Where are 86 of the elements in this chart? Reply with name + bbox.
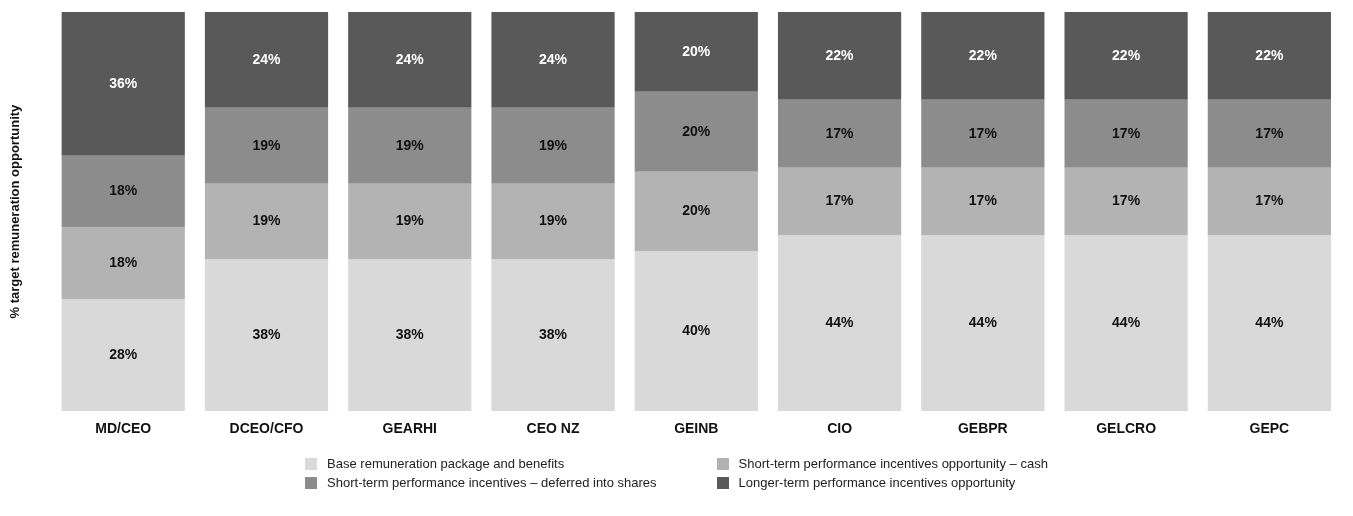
- data-label: 17%: [1112, 124, 1141, 141]
- data-label: 18%: [109, 182, 138, 199]
- data-label: 17%: [1255, 124, 1284, 141]
- bar: [777, 12, 902, 100]
- legend-label: Longer-term performance incentives opportunity: [738, 475, 1016, 490]
- x-tick-label: GELCRO: [1096, 420, 1157, 437]
- x-tick-label: GEARHI: [382, 420, 437, 437]
- bar: [921, 99, 1045, 168]
- legend-label: Short-term performance incentives – deferred into shares: [327, 475, 657, 490]
- bar: [1207, 12, 1331, 100]
- bar: [777, 167, 902, 236]
- bar: [1064, 235, 1188, 412]
- x-tick-label: MD/CEO: [95, 420, 152, 437]
- data-label: 44%: [1255, 314, 1284, 331]
- bar: [348, 107, 472, 184]
- x-tick-label: GEINB: [674, 420, 719, 437]
- data-label: 44%: [825, 314, 855, 331]
- data-label: 17%: [968, 192, 998, 209]
- bar: [491, 259, 615, 412]
- data-label: 22%: [1112, 46, 1141, 63]
- data-label: 17%: [1112, 192, 1141, 209]
- bar: [1207, 99, 1331, 168]
- bar: [491, 183, 615, 260]
- bar: [204, 12, 329, 108]
- bar: [921, 235, 1045, 412]
- bar: [1207, 167, 1331, 236]
- data-label: 19%: [395, 212, 425, 229]
- data-label: 17%: [825, 192, 855, 209]
- data-label: 38%: [539, 326, 568, 343]
- data-label: 24%: [395, 50, 425, 67]
- bar: [634, 12, 758, 92]
- bar: [61, 155, 185, 228]
- bar: [1207, 235, 1331, 412]
- data-label: 20%: [682, 202, 711, 219]
- bar: [61, 227, 185, 300]
- data-label: 22%: [825, 46, 855, 63]
- bar: [348, 183, 472, 260]
- x-tick-label: CIO: [827, 420, 853, 437]
- bar: [634, 251, 758, 412]
- data-label: 17%: [968, 124, 998, 141]
- legend-label: Short-term performance incentives opportunity – cash: [738, 456, 1048, 471]
- bar: [921, 167, 1045, 236]
- bar: [491, 107, 615, 184]
- bar: [348, 12, 472, 108]
- data-label: 19%: [252, 212, 282, 229]
- bar: [921, 12, 1045, 100]
- bar: [61, 12, 185, 156]
- bar: [634, 171, 758, 252]
- bar: [777, 99, 902, 168]
- bar: [204, 183, 329, 260]
- data-label: 22%: [1255, 46, 1284, 63]
- data-label: 17%: [1255, 192, 1284, 209]
- data-label: 18%: [109, 254, 138, 271]
- data-label: 19%: [539, 136, 568, 153]
- bar: [491, 12, 615, 108]
- data-label: 36%: [109, 74, 138, 91]
- bar: [634, 91, 758, 172]
- bar: [61, 299, 185, 412]
- data-label: 19%: [395, 136, 425, 153]
- bar: [348, 259, 472, 412]
- bar: [1064, 12, 1188, 100]
- x-tick-label: GEBPR: [957, 420, 1008, 437]
- legend-label: Base remuneration package and benefits: [327, 456, 565, 471]
- bar: [204, 259, 329, 412]
- bar: [1064, 99, 1188, 168]
- data-label: 44%: [968, 314, 998, 331]
- data-label: 20%: [682, 122, 711, 139]
- data-label: 38%: [252, 326, 282, 343]
- data-label: 24%: [252, 50, 282, 67]
- x-tick-label: DCEO/CFO: [229, 420, 304, 437]
- data-label: 28%: [109, 346, 138, 363]
- data-label: 24%: [539, 50, 568, 67]
- x-tick-label: GEPC: [1249, 420, 1290, 437]
- data-label: 17%: [825, 124, 855, 141]
- data-label: 40%: [682, 322, 711, 339]
- data-label: 38%: [395, 326, 425, 343]
- data-label: 22%: [968, 46, 998, 63]
- data-label: 19%: [539, 212, 568, 229]
- bar: [1064, 167, 1188, 236]
- bar: [204, 107, 329, 184]
- bar: [777, 235, 902, 412]
- x-tick-label: CEO NZ: [526, 420, 580, 437]
- data-label: 19%: [252, 136, 282, 153]
- data-label: 44%: [1112, 314, 1141, 331]
- data-label: 20%: [682, 42, 711, 59]
- y-axis-title: % target remuneration opportunity: [7, 103, 23, 319]
